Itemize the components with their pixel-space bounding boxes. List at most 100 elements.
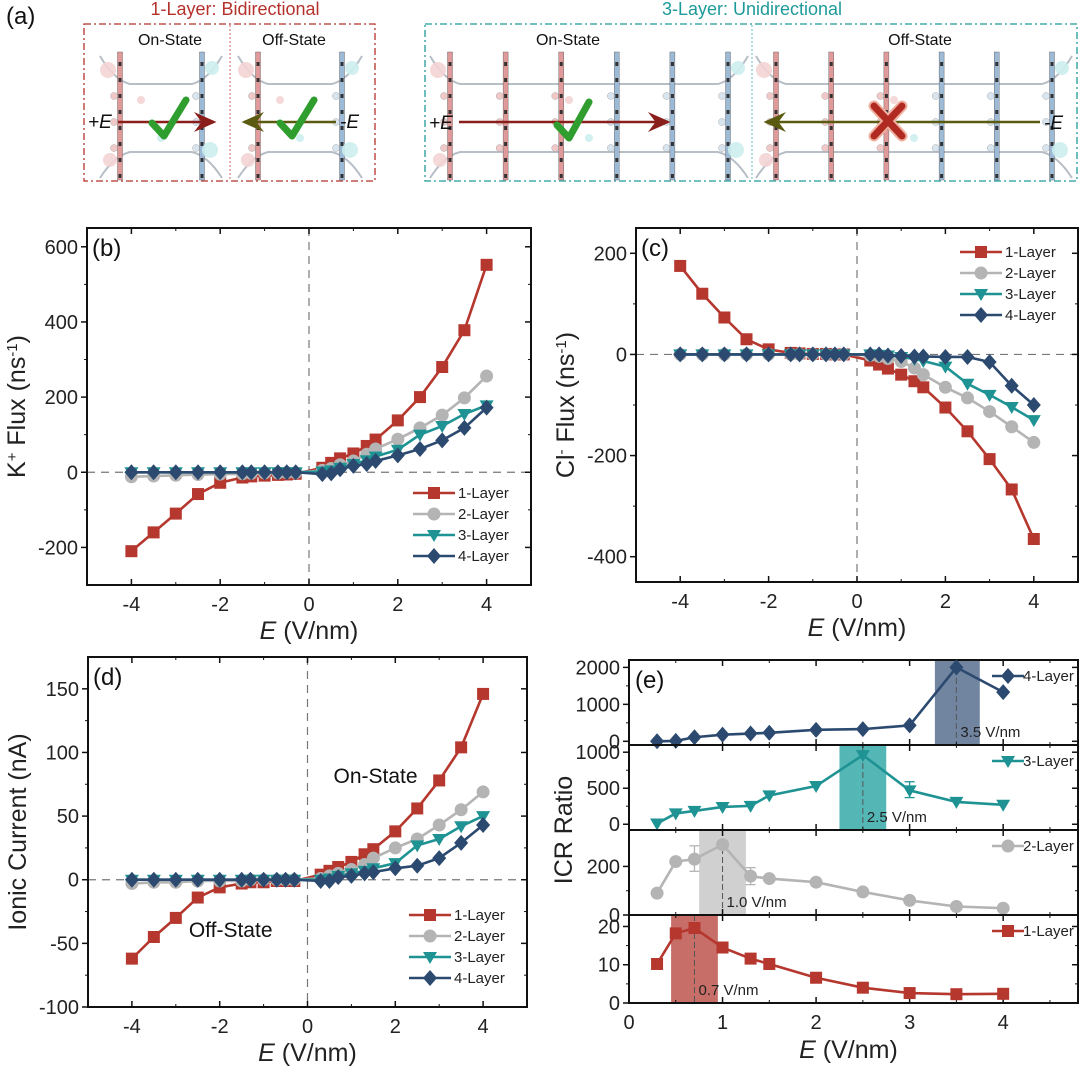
- data-point: [715, 726, 730, 743]
- y-axis-title: Ionic Current (nA): [4, 733, 32, 930]
- x-axis-unit: (V/nm): [276, 617, 358, 645]
- ion: [100, 62, 116, 78]
- chain-segment: [995, 94, 999, 98]
- functional-group: [551, 92, 559, 100]
- data-point: [432, 850, 447, 867]
- data-point: [432, 818, 446, 832]
- chain-segment: [256, 110, 260, 114]
- data-point: [688, 922, 701, 935]
- chain-segment: [118, 94, 122, 98]
- legend-label: 3-Layer: [454, 949, 505, 966]
- chain-segment: [670, 110, 674, 114]
- data-point: [1027, 435, 1041, 449]
- data-point: [982, 354, 997, 371]
- y-axis-title-part: K: [3, 461, 31, 478]
- data-point: [244, 464, 259, 481]
- data-point: [388, 860, 403, 877]
- peak-label: 1.0 V/nm: [727, 894, 787, 911]
- ion: [342, 142, 358, 158]
- data-point: [212, 871, 227, 888]
- data-point: [436, 361, 449, 374]
- ion: [731, 61, 745, 75]
- chain-segment: [615, 78, 619, 82]
- legend-label: 2-Layer: [454, 928, 505, 945]
- bidirectional-off-state: Off-State: [262, 32, 326, 49]
- data-point: [856, 885, 870, 899]
- chain-segment: [340, 142, 344, 146]
- chain-segment: [995, 62, 999, 66]
- data-point: [855, 750, 870, 763]
- y-tick-label: 100: [46, 742, 79, 764]
- chain-segment: [340, 126, 344, 130]
- chain-segment: [256, 126, 260, 130]
- legend-label: 3-Layer: [458, 527, 509, 544]
- x-axis-title: E (V/nm): [258, 1039, 357, 1067]
- functional-group: [876, 144, 885, 152]
- ion: [238, 62, 254, 78]
- data-point: [903, 987, 916, 1000]
- legend-label: 3-Layer: [1023, 753, 1074, 770]
- data-point: [435, 421, 450, 434]
- data-point: [809, 875, 823, 889]
- data-point: [147, 931, 160, 943]
- x-axis-symbol: E: [799, 1036, 816, 1064]
- functional-group: [1042, 92, 1050, 100]
- data-point: [949, 659, 964, 676]
- data-point: [855, 721, 870, 738]
- unidirectional-frame: [424, 23, 1078, 182]
- data-point: [762, 790, 777, 803]
- data-point: [1026, 397, 1041, 413]
- legend-label: 4-Layer: [1005, 307, 1056, 324]
- series-line: [679, 265, 1035, 540]
- functional-group: [440, 144, 448, 152]
- panel-a-label: (a): [6, 3, 35, 30]
- chain-segment: [340, 94, 344, 98]
- data-point: [687, 852, 701, 866]
- y-tick-label: 1000: [576, 694, 621, 716]
- chain-segment: [1050, 94, 1054, 98]
- data-point: [457, 419, 472, 436]
- data-point: [872, 346, 887, 363]
- data-point: [169, 507, 182, 520]
- data-point: [902, 717, 917, 734]
- legend-marker: [427, 507, 441, 521]
- x-tick-label: 2: [390, 1016, 401, 1038]
- data-point: [1005, 483, 1018, 496]
- legend-item: 1-Layer: [992, 923, 1074, 940]
- chain-segment: [829, 142, 833, 146]
- polymer-chain: [502, 51, 509, 181]
- functional-group: [607, 92, 615, 100]
- data-point: [1005, 420, 1019, 434]
- x-tick-label: 4: [478, 1016, 489, 1038]
- chain-segment: [726, 62, 730, 66]
- ion: [910, 134, 918, 142]
- chain-segment: [670, 62, 674, 66]
- chain-segment: [829, 62, 833, 66]
- legend-marker: [975, 246, 987, 258]
- chain-segment: [200, 158, 204, 162]
- data-point: [938, 380, 952, 394]
- chain-segment: [884, 174, 888, 178]
- legend-marker: [423, 970, 437, 986]
- data-point: [836, 346, 851, 363]
- data-point: [996, 901, 1010, 915]
- data-point: [863, 346, 878, 363]
- subplot-frame: [628, 914, 1079, 1004]
- series-line: [131, 406, 488, 476]
- chain-segment: [118, 110, 122, 114]
- chain-segment: [504, 62, 508, 66]
- data-point: [856, 981, 869, 994]
- functional-group: [607, 144, 615, 152]
- cross-icon: [868, 100, 908, 142]
- y-axis-title-part: ): [3, 335, 31, 343]
- y-tick-label: 400: [45, 312, 78, 334]
- x-axis-unit: (V/nm): [824, 614, 906, 642]
- functional-group: [332, 144, 340, 152]
- y-axis-title-part: Cl: [552, 454, 580, 478]
- chain-segment: [559, 78, 563, 82]
- functional-group: [662, 92, 671, 100]
- data-point: [743, 725, 758, 742]
- data-point: [809, 781, 824, 794]
- chain-segment: [995, 142, 999, 146]
- chain-segment: [448, 158, 452, 162]
